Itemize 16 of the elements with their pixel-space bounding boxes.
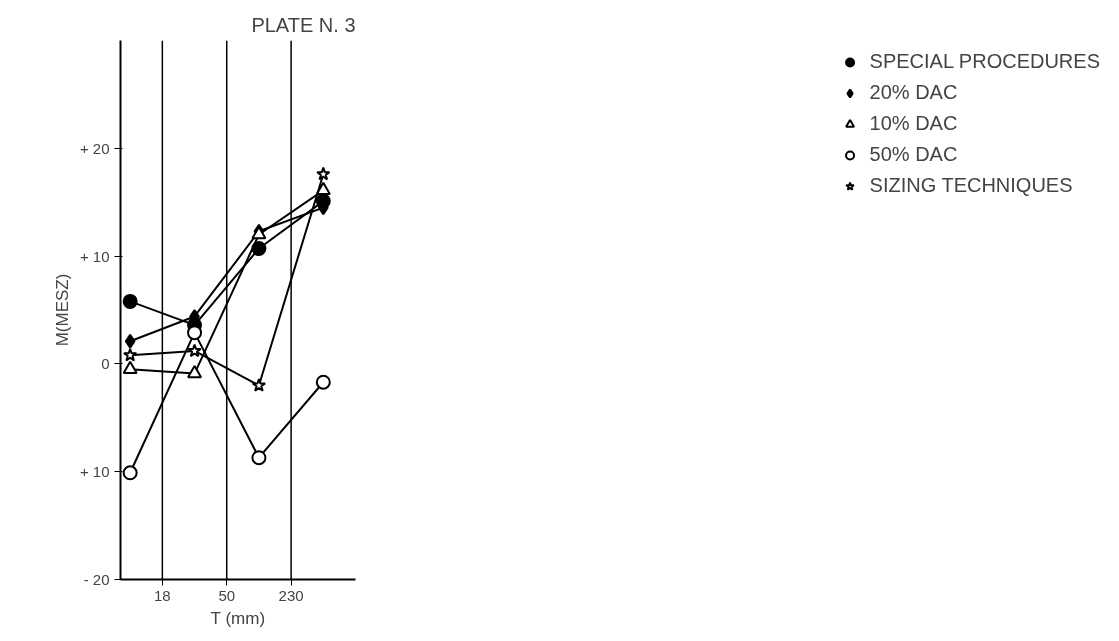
legend-label: SIZING TECHNIQUES bbox=[869, 174, 1073, 197]
text: 18 bbox=[154, 586, 171, 604]
y-tick-label: 0 bbox=[101, 355, 110, 373]
legend-label: 10% DAC bbox=[869, 112, 958, 135]
legend-label: SPECIAL PROCEDURES bbox=[869, 50, 1100, 73]
text: 50 bbox=[218, 586, 236, 604]
y-tick-label: + 10 bbox=[79, 247, 110, 265]
legend-label: 20% DAC bbox=[869, 81, 958, 104]
text: 230 bbox=[278, 586, 304, 604]
x-axis-title: T (mm) bbox=[210, 608, 266, 628]
y-tick-label: - 20 bbox=[83, 571, 110, 588]
y-axis-title: M(MESZ) bbox=[52, 273, 72, 347]
chart-title: PLATE N. 3 bbox=[251, 13, 356, 36]
y-tick-label: + 20 bbox=[79, 139, 110, 157]
y-tick-label: + 10 bbox=[79, 463, 110, 481]
legend-label: 50% DAC bbox=[869, 143, 958, 166]
